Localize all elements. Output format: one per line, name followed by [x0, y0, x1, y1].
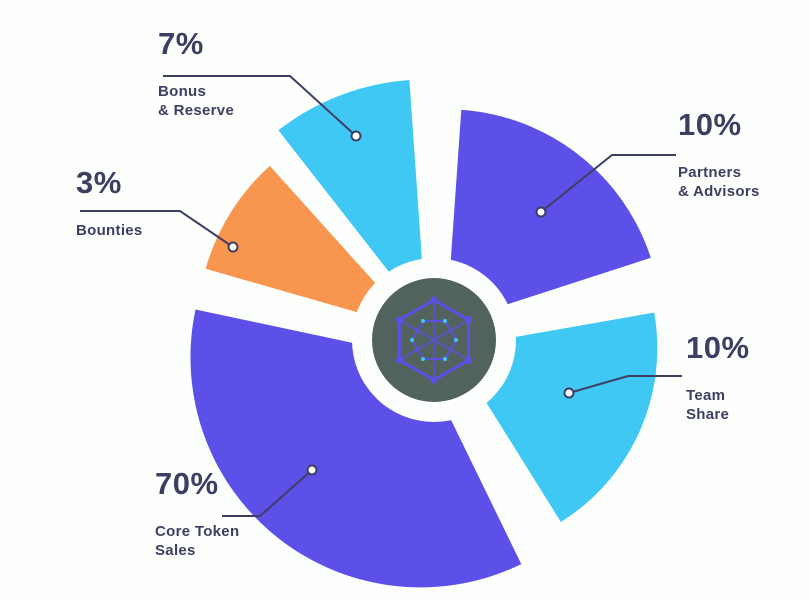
pie-slice-partners-advisors	[446, 109, 651, 325]
callout-bounties: 3% Bounties	[76, 165, 143, 240]
pie-slice-bounties	[205, 165, 417, 330]
leader-dot	[535, 206, 547, 218]
slice-name-label: Partners & Advisors	[678, 164, 760, 200]
percent-label: 70%	[155, 466, 219, 501]
hexagon-network-icon	[395, 296, 473, 384]
slice-name-label: Core Token Sales	[155, 523, 240, 559]
slice-name-label: Bounties	[76, 222, 143, 239]
leader-line	[222, 469, 313, 517]
percent-label: 10%	[686, 330, 750, 365]
callout-core-token-sales: 70% Core Token Sales	[155, 466, 239, 560]
chart-center	[352, 258, 516, 422]
slice-name-label: Team Share	[686, 387, 730, 423]
slice-name-label: Bonus & Reserve	[158, 83, 235, 119]
hexagon-node-dots	[395, 296, 473, 384]
leader-line	[163, 75, 357, 137]
percent-label: 7%	[158, 26, 204, 61]
callout-partners-advisors: 10% Partners & Advisors	[678, 107, 760, 201]
leader-dot	[306, 464, 318, 476]
pie-slice-bonus-reserve	[278, 80, 427, 320]
leader-lines-layer	[80, 75, 682, 517]
pie-slice-core-token-sales	[190, 309, 522, 588]
callout-bonus-reserve: 7% Bonus & Reserve	[158, 26, 234, 120]
callout-team-share: 10% Team Share	[686, 330, 750, 424]
hexagon-accent-dots	[410, 319, 458, 361]
percent-label: 10%	[678, 107, 742, 142]
leader-dot	[563, 387, 575, 399]
leader-line	[568, 375, 682, 394]
leader-line	[540, 154, 676, 213]
leader-dot	[350, 130, 362, 142]
leader-dot	[227, 241, 239, 253]
leader-line	[80, 210, 234, 248]
percent-label: 3%	[76, 165, 122, 200]
